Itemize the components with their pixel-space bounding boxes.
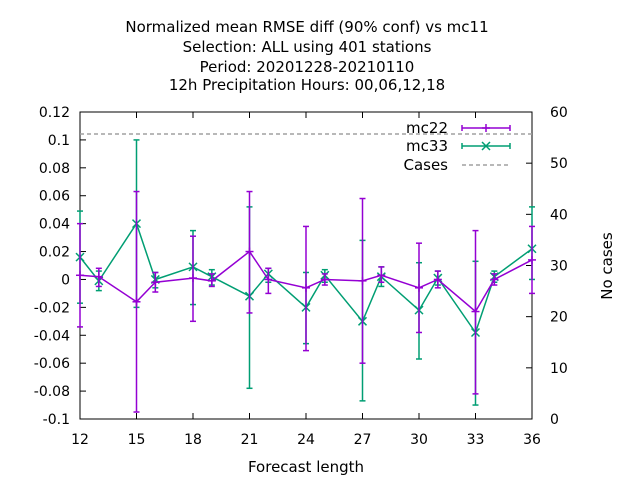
- y-tick-label: 0.1: [48, 133, 70, 149]
- legend-marker-mc33-marker-b: [481, 141, 491, 151]
- y-tick-label: 0: [61, 272, 70, 288]
- title-line-2: Selection: ALL using 401 stations: [183, 38, 432, 56]
- y-tick-label: -0.06: [34, 356, 70, 372]
- y-tick-label: 0.12: [39, 105, 70, 121]
- x-tick-label: 12: [71, 432, 89, 448]
- y-tick-label: -0.08: [34, 384, 70, 400]
- y2-tick-label: 0: [550, 412, 559, 428]
- y2-axis-label: No cases: [598, 232, 616, 300]
- series-mc22: [76, 190, 536, 413]
- y-tick-label: 0.04: [39, 217, 70, 233]
- y-tick-label: -0.04: [34, 328, 70, 344]
- y2-tick-label: 50: [550, 156, 568, 172]
- x-tick-label: 21: [241, 432, 259, 448]
- y-tick-label: 0.02: [39, 245, 70, 261]
- y2-tick-label: 30: [550, 259, 568, 275]
- series-layer: [75, 139, 537, 413]
- y-tick-label: -0.02: [34, 300, 70, 316]
- y2-tick-label: 10: [550, 361, 568, 377]
- x-axis-label: Forecast length: [248, 458, 364, 476]
- y-tick-label: 0.06: [39, 189, 70, 205]
- chart-title: Normalized mean RMSE diff (90% conf) vs …: [125, 18, 488, 94]
- x-tick-label: 15: [128, 432, 146, 448]
- y2-tick-label: 40: [550, 207, 568, 223]
- title-line-4: 12h Precipitation Hours: 00,06,12,18: [169, 76, 445, 94]
- legend-label-mc33: mc33: [406, 137, 448, 155]
- y2-tick-label: 60: [550, 105, 568, 121]
- y-tick-label: -0.1: [43, 412, 70, 428]
- title-line-3: Period: 20201228-20210110: [200, 58, 415, 76]
- x-tick-label: 30: [410, 432, 428, 448]
- x-axis-ticks: 12 15 18 21 24 27 30 33 36: [71, 112, 541, 448]
- legend-label-cases: Cases: [403, 156, 448, 174]
- y-tick-label: 0.08: [39, 161, 70, 177]
- x-tick-label: 33: [467, 432, 485, 448]
- x-tick-label: 27: [354, 432, 372, 448]
- x-tick-label: 18: [184, 432, 202, 448]
- x-tick-label: 24: [297, 432, 315, 448]
- y2-axis-ticks: 60 50 40 30 20 10 0: [526, 105, 568, 428]
- legend-label-mc22: mc22: [406, 119, 448, 137]
- y-axis-ticks: 0.12 0.1 0.08 0.06 0.04 0.02 0 -0.02 -0.04 -0.06 -…: [34, 105, 86, 428]
- legend: mc22 mc33 Cases: [403, 119, 511, 174]
- y2-tick-label: 20: [550, 310, 568, 326]
- title-line-1: Normalized mean RMSE diff (90% conf) vs …: [125, 18, 488, 36]
- x-tick-label: 36: [523, 432, 541, 448]
